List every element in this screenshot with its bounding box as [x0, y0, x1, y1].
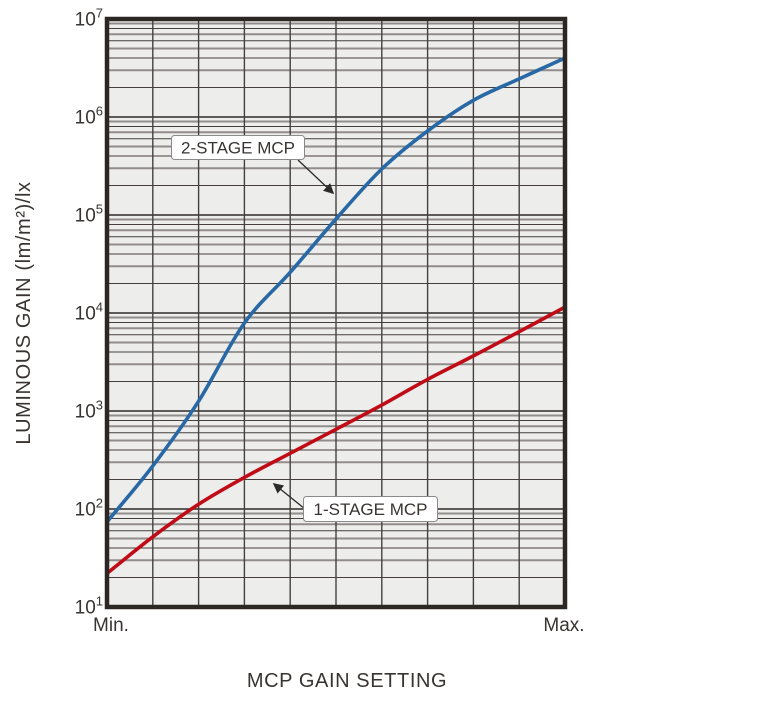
callout-1-stage-mcp: 1-STAGE MCP: [272, 483, 438, 522]
y-tick-1e4: 104: [75, 300, 103, 325]
y-tick-1e5: 105: [75, 202, 103, 227]
x-axis-title: MCP GAIN SETTING: [247, 670, 447, 692]
x-tick-max: Max.: [543, 615, 584, 636]
y-tick-1e2: 102: [75, 496, 103, 521]
curve-2-stage-mcp: [105, 56, 566, 523]
plot-frame: [104, 16, 568, 610]
y-axis-title: LUMINOUS GAIN (lm/m²)/lx: [13, 181, 35, 444]
grid: [107, 19, 565, 607]
data-curves: [105, 56, 566, 575]
callout-label-1-stage: 1-STAGE MCP: [314, 500, 428, 519]
curve-1-stage-mcp: [105, 305, 566, 575]
y-tick-1e7: 107: [75, 6, 103, 31]
y-tick-1e3: 103: [75, 398, 103, 423]
leader-arrow-2-stage: [297, 159, 335, 195]
callout-label-2-stage: 2-STAGE MCP: [181, 139, 295, 158]
y-tick-1e1: 101: [75, 594, 103, 619]
y-axis-ticks: 107 106 105 104 103 102 101: [75, 6, 103, 619]
callout-box-1-stage: [303, 496, 438, 522]
x-tick-min: Min.: [93, 615, 129, 636]
y-tick-1e6: 106: [75, 104, 103, 129]
callout-2-stage-mcp: 2-STAGE MCP: [171, 135, 335, 195]
callout-box-2-stage: [171, 135, 305, 160]
